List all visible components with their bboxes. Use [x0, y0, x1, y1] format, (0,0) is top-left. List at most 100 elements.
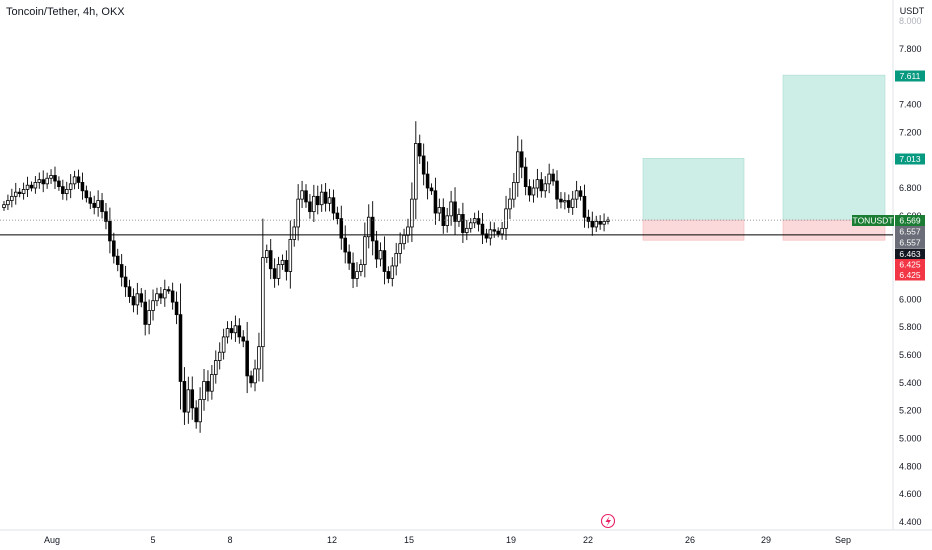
candle — [45, 177, 49, 185]
candle — [72, 176, 77, 185]
candle — [292, 226, 297, 240]
candle — [237, 325, 242, 338]
candle — [594, 220, 599, 228]
x-tick-label: 19 — [506, 535, 516, 545]
candle — [233, 325, 238, 334]
candle — [433, 190, 438, 214]
candle — [17, 191, 22, 194]
candle — [37, 179, 42, 183]
y-tick-label: 5.400 — [899, 378, 922, 388]
candle — [366, 216, 371, 238]
y-tick-label: 4.600 — [899, 489, 922, 499]
candle — [355, 271, 359, 279]
candle — [304, 190, 308, 203]
candle — [88, 197, 93, 204]
candle — [570, 198, 575, 208]
candle — [382, 250, 387, 272]
candle — [465, 227, 469, 233]
candle — [76, 176, 81, 183]
x-tick-label: 26 — [685, 535, 695, 545]
loss-zone — [642, 219, 745, 241]
candle — [127, 286, 132, 297]
candle — [343, 237, 347, 253]
price-label — [895, 226, 925, 237]
candle — [457, 214, 461, 222]
candle — [519, 151, 524, 168]
candle — [402, 234, 406, 245]
candle — [394, 253, 398, 267]
candle — [543, 183, 548, 192]
candle — [206, 381, 210, 392]
candle — [445, 215, 449, 226]
candle — [13, 191, 18, 197]
price-label — [895, 269, 925, 281]
candle — [429, 187, 434, 192]
candle — [461, 214, 465, 233]
candle — [241, 336, 246, 342]
candle — [104, 211, 108, 222]
price-label-value: 6.425 — [899, 270, 921, 280]
candle — [523, 166, 528, 188]
candle — [155, 293, 159, 302]
candle — [229, 328, 234, 334]
candle — [539, 179, 544, 192]
candle — [586, 216, 591, 222]
candle — [559, 198, 563, 203]
candle — [414, 143, 418, 200]
candle — [535, 179, 540, 189]
candle — [80, 182, 85, 192]
y-tick-label: 5.600 — [899, 350, 922, 360]
candle — [500, 227, 504, 235]
candle — [178, 314, 183, 382]
candle — [92, 202, 96, 208]
candle — [272, 268, 277, 279]
candle — [370, 216, 375, 242]
candle — [555, 180, 559, 200]
candle — [578, 190, 583, 197]
price-label — [895, 153, 925, 165]
candle — [453, 201, 457, 222]
price-label-value: 6.463 — [899, 249, 921, 259]
candle — [386, 271, 391, 279]
candle — [245, 340, 249, 377]
candle — [68, 183, 73, 190]
candle — [257, 346, 261, 370]
candle — [339, 218, 344, 239]
candle — [96, 200, 100, 208]
candle — [437, 207, 442, 214]
candle — [280, 259, 285, 265]
candle — [159, 293, 163, 299]
price-label-value: 6.569 — [899, 216, 921, 226]
candle — [49, 175, 53, 179]
candle — [123, 276, 128, 288]
candle — [61, 186, 65, 194]
candle — [331, 197, 336, 214]
candle — [406, 226, 410, 236]
candle — [284, 259, 289, 272]
symbol-tag — [852, 215, 894, 226]
candle — [84, 190, 89, 199]
candle — [496, 230, 500, 235]
candle — [131, 296, 136, 306]
candle — [417, 143, 422, 157]
candle — [308, 201, 312, 213]
y-tick-label: 6.000 — [899, 294, 922, 304]
candle — [57, 180, 61, 188]
candle — [194, 407, 198, 423]
x-tick-label: 5 — [150, 535, 155, 545]
candle — [300, 190, 304, 200]
candle — [143, 301, 147, 325]
y-tick-label: 5.000 — [899, 434, 922, 444]
candle — [516, 151, 520, 183]
candle — [606, 219, 610, 222]
x-tick-label: 22 — [583, 535, 593, 545]
candle — [421, 155, 426, 175]
candle — [6, 200, 10, 206]
candle — [512, 182, 516, 200]
candle — [319, 191, 324, 206]
candle — [135, 293, 140, 306]
candle — [214, 360, 218, 375]
candle — [449, 201, 453, 217]
chart-title: Toncoin/Tether, 4h, OKX — [6, 6, 125, 18]
